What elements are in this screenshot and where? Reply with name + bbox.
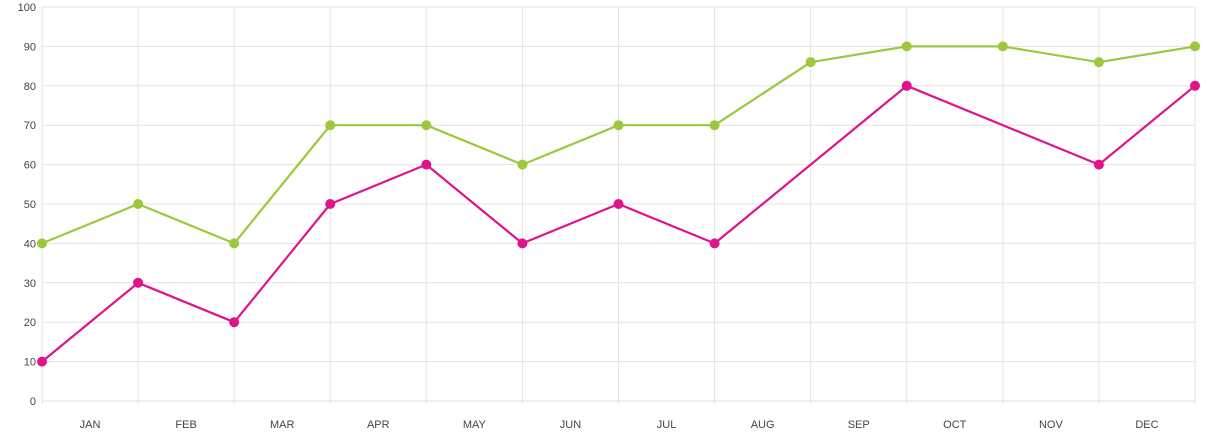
series-1-point[interactable] [517,159,528,170]
series-2-point[interactable] [709,238,720,249]
series-1-point[interactable] [709,120,720,131]
series-1-point[interactable] [805,57,816,68]
series-2-point[interactable] [229,317,240,328]
series-1-point[interactable] [1190,41,1200,52]
y-tick-label: 100 [18,2,36,14]
series-1-point[interactable] [133,199,144,209]
y-tick-label: 80 [24,81,36,93]
series-1-point[interactable] [997,41,1008,52]
series-2-point[interactable] [517,238,528,249]
x-tick-label: MAR [270,419,295,431]
series-2-point[interactable] [1190,80,1200,91]
x-tick-label: OCT [943,419,967,431]
y-tick-label: 30 [24,278,36,290]
series-2-point[interactable] [613,199,624,209]
x-tick-label: JUL [657,419,677,431]
series-1-point[interactable] [325,120,336,131]
y-tick-label: 40 [24,238,36,250]
y-tick-label: 50 [24,199,36,211]
series-1-point[interactable] [613,120,624,131]
x-tick-label: MAY [463,419,487,431]
x-tick-label: JAN [80,419,101,431]
x-tick-label: SEP [848,419,870,431]
series-2-point[interactable] [1093,159,1104,170]
series-2-point[interactable] [133,277,144,288]
series-1-point[interactable] [421,120,432,131]
series-1-point[interactable] [229,238,240,249]
x-tick-label: APR [367,419,390,431]
series-layer [37,41,1200,367]
series-2-point[interactable] [901,80,912,91]
series-2-point[interactable] [421,159,432,170]
y-axis-ticks: 0 10 20 30 40 50 60 70 80 90 100 [18,2,36,408]
y-tick-label: 0 [30,396,36,408]
x-axis-ticks: JAN FEB MAR APR MAY JUN JUL AUG SEP OCT NOV DEC [80,419,1159,431]
x-tick-label: NOV [1039,419,1064,431]
x-tick-label: FEB [175,419,196,431]
y-tick-label: 70 [24,120,36,132]
y-tick-label: 90 [24,41,36,53]
y-tick-label: 60 [24,160,36,172]
x-tick-label: JUN [560,419,581,431]
series-1-point[interactable] [1093,57,1104,68]
series-1-point[interactable] [37,238,47,249]
series-1-point[interactable] [901,41,912,52]
series-2-point[interactable] [325,199,336,209]
x-tick-label: DEC [1135,419,1158,431]
y-tick-label: 20 [24,317,36,329]
series-2-point[interactable] [37,356,47,367]
x-tick-label: AUG [751,419,775,431]
y-tick-label: 10 [24,357,36,369]
